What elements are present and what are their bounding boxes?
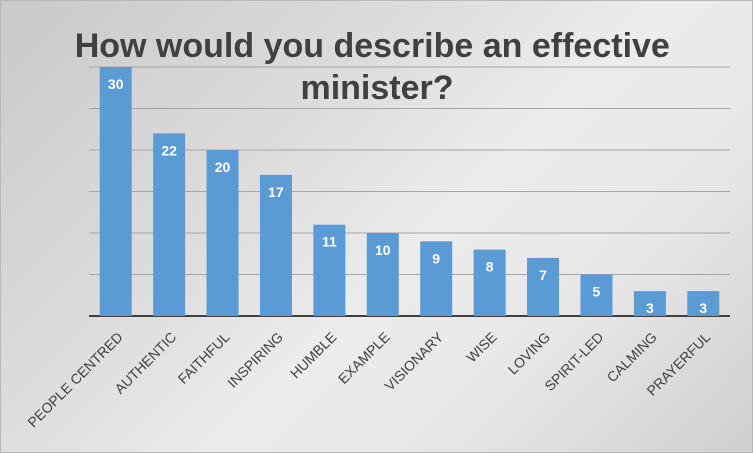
x-tick-label: CALMING [604,329,660,385]
chart-title-line-2: minister? [300,69,453,107]
data-labels: 30 22 20 17 11 10 9 8 7 5 3 3 [108,76,707,316]
bar-example [366,233,399,316]
bar-inspiring [259,174,292,316]
data-label: 9 [432,250,440,266]
bar-authentic [153,133,186,316]
gridlines [89,66,730,317]
data-label: 22 [161,142,177,158]
bar-calming [633,291,666,316]
data-label: 3 [699,300,707,316]
bars [99,67,720,316]
data-label: 20 [215,159,231,175]
x-tick-label: INSPIRING [224,329,286,391]
x-tick-label: EXAMPLE [335,329,393,387]
bar-wise [473,249,506,316]
data-label: 3 [646,300,654,316]
bar-loving [527,257,560,316]
data-label: 7 [539,267,547,283]
data-label: 17 [268,184,284,200]
bar-spirit-led [580,274,613,316]
bar-faithful [206,150,239,316]
data-label: 10 [375,242,391,258]
bar-humble [313,224,346,316]
bar-visionary [420,241,453,316]
data-label: 8 [486,259,494,275]
data-label: 11 [322,234,337,250]
data-label: 30 [108,76,124,92]
x-tick-label: PEOPLE CENTRED [24,329,126,431]
data-label: 5 [593,284,601,300]
x-tick-label: VISIONARY [381,328,447,394]
chart-title: How would you describe an effective mini… [75,27,680,107]
x-axis-tick-labels: PEOPLE CENTREDAUTHENTICFAITHFULINSPIRING… [24,328,713,430]
bar-prayerful [687,291,720,316]
chart-title-line-1: How would you describe an effective [75,27,670,65]
x-tick-label: LOVING [504,329,553,378]
bar-people-centred [99,67,132,316]
x-tick-label: WISE [463,329,500,366]
x-tick-label: HUMBLE [287,329,340,382]
